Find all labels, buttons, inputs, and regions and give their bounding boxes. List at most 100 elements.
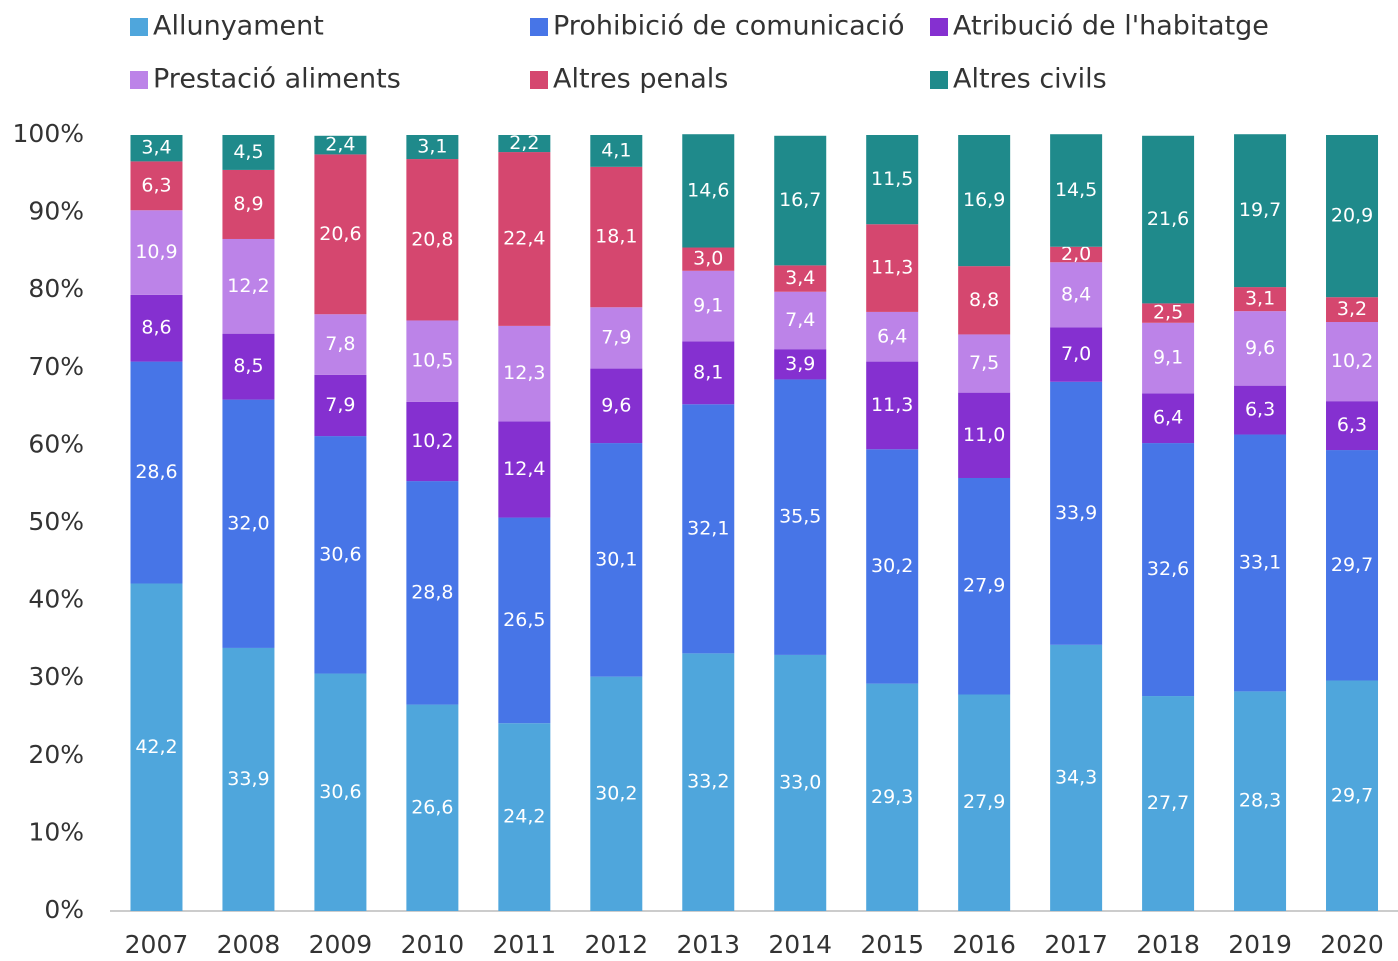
bar-segment [222, 647, 275, 911]
data-label: 9,1 [1153, 347, 1183, 369]
data-label: 29,7 [1331, 554, 1373, 576]
bar-segment [314, 154, 367, 315]
y-tick-label: 40% [28, 585, 84, 614]
legend-swatch [530, 18, 548, 36]
bar-segment [774, 379, 827, 655]
data-label: 30,6 [319, 543, 361, 565]
data-label: 14,5 [1055, 179, 1097, 201]
data-label: 27,7 [1147, 792, 1189, 814]
data-label: 35,5 [779, 506, 821, 528]
data-label: 10,2 [1331, 350, 1373, 372]
bar-segment [682, 653, 735, 911]
y-tick-label: 20% [28, 740, 84, 769]
data-label: 10,9 [135, 241, 177, 263]
data-label: 12,4 [503, 458, 545, 480]
y-tick-label: 10% [28, 817, 84, 846]
data-label: 8,4 [1061, 283, 1091, 305]
y-tick-label: 50% [28, 507, 84, 536]
y-tick-label: 90% [28, 197, 84, 226]
data-label: 6,3 [1337, 414, 1367, 436]
x-tick-label: 2016 [952, 930, 1016, 959]
data-label: 6,3 [141, 174, 171, 196]
bar-segment [1326, 401, 1379, 451]
bar-segment [130, 583, 183, 911]
bar-segment [498, 421, 551, 518]
y-tick-label: 0% [44, 895, 84, 924]
data-label: 32,6 [1147, 558, 1189, 580]
bar-segment [1326, 322, 1379, 402]
bar-segment [406, 481, 459, 705]
bar-segment [1050, 246, 1103, 263]
bar-segment [406, 159, 459, 321]
bar-segment [1326, 135, 1379, 298]
bar-segment [1142, 393, 1195, 444]
bar-segment [958, 334, 1011, 393]
data-label: 11,0 [963, 424, 1005, 446]
data-label: 28,6 [135, 461, 177, 483]
bar-segment [1234, 311, 1287, 386]
data-label: 11,5 [871, 168, 913, 190]
bar-segment [958, 266, 1011, 335]
y-tick-label: 60% [28, 429, 84, 458]
bar-segment [314, 314, 367, 375]
data-label: 2,0 [1061, 243, 1091, 265]
bar-segment [1326, 680, 1379, 911]
bar-segment [1142, 322, 1195, 394]
data-label: 21,6 [1147, 208, 1189, 230]
bar-segment [866, 361, 919, 450]
bar-segment [590, 676, 643, 911]
bar-segment [866, 224, 919, 312]
data-label: 28,3 [1239, 790, 1281, 812]
bar-segment [498, 517, 551, 724]
data-label: 32,1 [687, 517, 729, 539]
bar-segment [498, 325, 551, 422]
data-label: 9,1 [693, 295, 723, 317]
bar-segment [130, 135, 183, 162]
x-tick-label: 2019 [1228, 930, 1292, 959]
bar-segment [1050, 262, 1103, 328]
x-tick-label: 2015 [860, 930, 924, 959]
data-label: 6,3 [1245, 399, 1275, 421]
data-label: 2,4 [325, 134, 355, 156]
bar-segment [498, 723, 551, 911]
bar-segment [498, 152, 551, 326]
bar-segment [314, 135, 367, 155]
data-label: 26,6 [411, 796, 453, 818]
bar-segment [1050, 134, 1103, 247]
data-label: 3,4 [141, 137, 171, 159]
data-label: 9,6 [1245, 337, 1275, 359]
bar-segment [130, 361, 183, 584]
bar-segment [1234, 134, 1287, 288]
data-label: 33,9 [227, 768, 269, 790]
bar-segment [1234, 287, 1287, 312]
bar-segment [682, 134, 735, 248]
data-label: 2,2 [509, 132, 539, 154]
legend-swatch [930, 71, 948, 89]
legend-swatch [530, 71, 548, 89]
bar-segment [590, 368, 643, 444]
data-label: 4,1 [601, 139, 631, 161]
data-label: 12,3 [503, 362, 545, 384]
data-label: 33,1 [1239, 551, 1281, 573]
data-label: 3,4 [785, 267, 815, 289]
bar-segment [590, 443, 643, 677]
bar-segment [1326, 297, 1379, 323]
data-label: 26,5 [503, 609, 545, 631]
bar-segment [406, 704, 459, 911]
y-tick-label: 80% [28, 274, 84, 303]
bar-segment [682, 341, 735, 405]
data-label: 10,5 [411, 350, 453, 372]
bar-segment [1050, 381, 1103, 645]
x-tick-label: 2020 [1320, 930, 1384, 959]
legend-swatch [130, 71, 148, 89]
data-label: 14,6 [687, 179, 729, 201]
data-label: 7,8 [325, 333, 355, 355]
data-label: 7,0 [1061, 343, 1091, 365]
data-label: 7,4 [785, 309, 815, 331]
data-label: 27,9 [963, 791, 1005, 813]
legend-label: Prestació aliments [153, 64, 401, 95]
legend-swatch [930, 18, 948, 36]
bar-segment [590, 166, 643, 308]
x-tick-label: 2008 [217, 930, 281, 959]
data-label: 8,9 [233, 193, 263, 215]
